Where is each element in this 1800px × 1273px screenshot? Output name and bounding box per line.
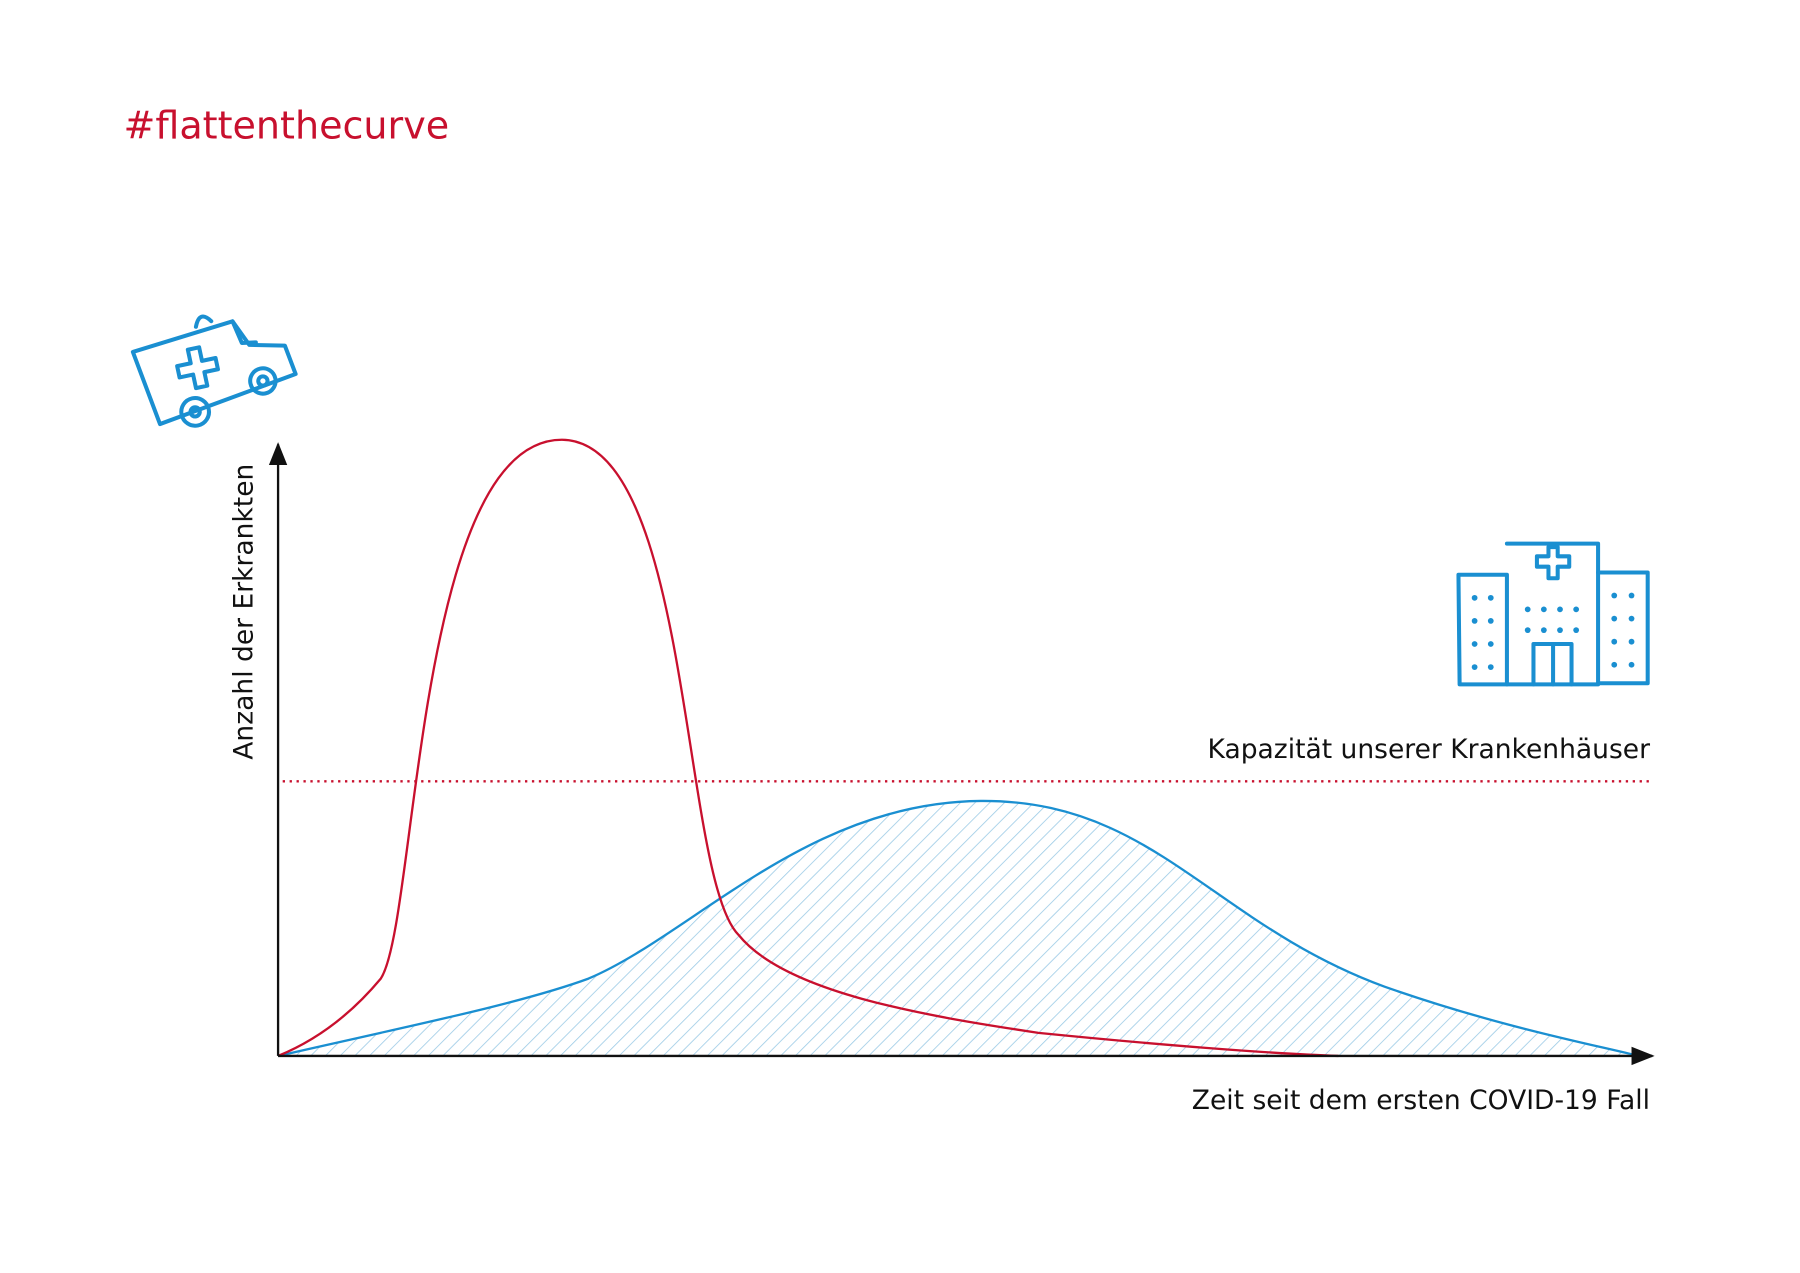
title: #flattenthecurve: [123, 104, 449, 148]
flat-curve: [277, 799, 1639, 1058]
y-axis-label: Anzahl der Erkrankten: [229, 464, 260, 760]
ambulance-icon: [130, 314, 298, 428]
x-axis-label: Zeit seit dem ersten COVID-19 Fall: [1192, 1085, 1650, 1116]
steep-curve: [277, 438, 1339, 1058]
capacity-label: Kapazität unserer Krankenhäuser: [1208, 734, 1651, 765]
hospital-icon: [1456, 541, 1650, 687]
flat-curve-area: [278, 800, 1639, 1056]
